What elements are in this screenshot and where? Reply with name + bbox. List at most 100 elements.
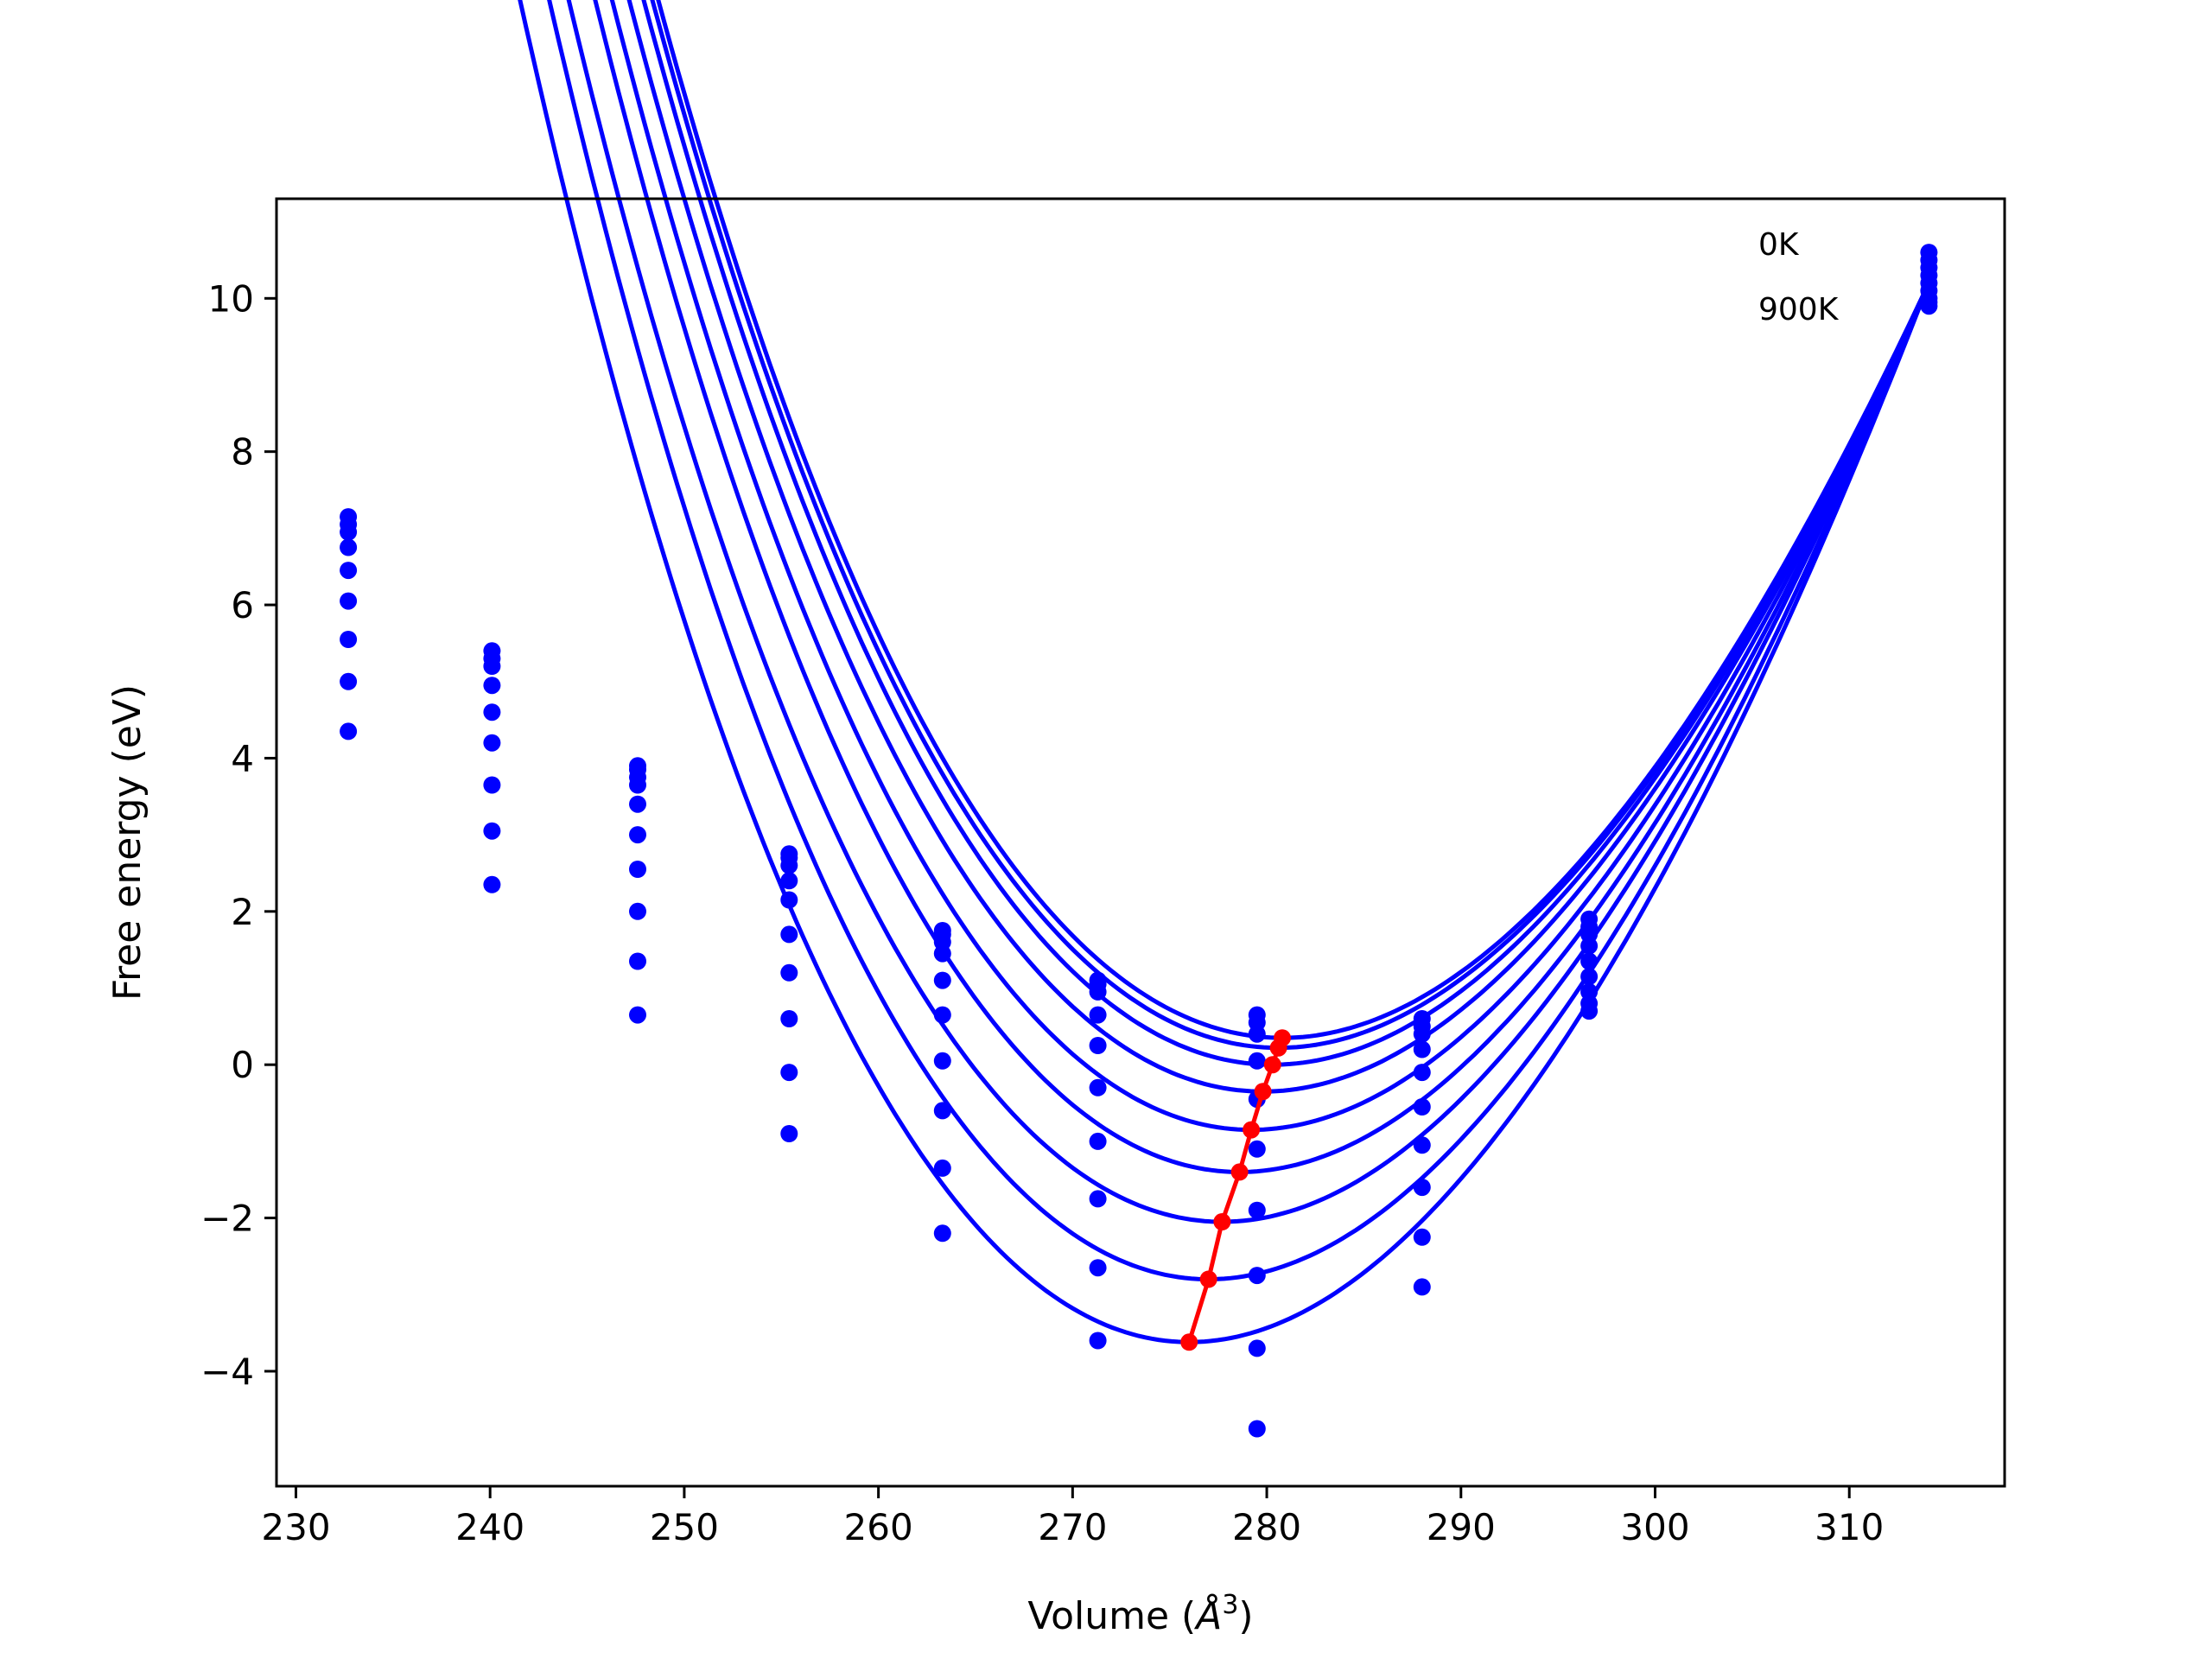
minimum-point-6 (1263, 1056, 1281, 1074)
data-point-s3-v7 (1413, 1040, 1431, 1058)
y-tick-label: 8 (231, 431, 254, 474)
fit-curve-3 (626, 0, 1931, 1094)
data-point-s4-v4 (933, 971, 951, 989)
data-point-s5-v1 (483, 734, 501, 752)
data-point-s7-v0 (340, 672, 358, 690)
legend-entry-0k: 0K (1758, 227, 1800, 263)
data-point-s4-v3 (780, 891, 798, 909)
x-axis-label: Volume (Å3) (1027, 1590, 1253, 1638)
fit-curve-1 (650, 0, 1931, 1051)
data-point-s3-v1 (483, 677, 501, 695)
x-tick-label: 270 (1038, 1506, 1107, 1548)
fit-curves (518, 0, 1931, 1344)
data-point-s2-v7 (1413, 1025, 1431, 1043)
data-point-s2-v0 (340, 523, 358, 541)
y-axis-label: Free energy (eV) (105, 684, 149, 1001)
data-point-s6-v6 (1248, 1201, 1266, 1219)
minimum-point-3 (1230, 1163, 1249, 1181)
data-point-s4-v7 (1413, 1064, 1431, 1082)
minimum-point-0 (1180, 1333, 1198, 1351)
data-point-s9-v6 (1248, 1420, 1266, 1438)
data-point-s8-v2 (629, 952, 646, 970)
data-point-s4-v1 (483, 703, 501, 721)
data-point-s2-v1 (483, 658, 501, 675)
fit-curve-0 (656, 0, 1931, 1040)
data-point-s5-v2 (629, 826, 646, 844)
data-point-s2-v5 (1089, 982, 1107, 1001)
x-tick-label: 280 (1232, 1506, 1301, 1548)
data-point-s6-v0 (340, 631, 358, 648)
data-point-s5-v3 (780, 925, 798, 944)
minimum-point-8 (1274, 1029, 1291, 1047)
data-point-s9-v4 (933, 1224, 951, 1243)
x-tick-label: 250 (650, 1506, 719, 1548)
data-point-s7-v1 (483, 822, 501, 840)
data-point-s4-v5 (1089, 1037, 1107, 1054)
data-point-s7-v5 (1089, 1190, 1107, 1208)
x-tick-label: 290 (1427, 1506, 1496, 1548)
data-point-s8-v0 (340, 722, 358, 741)
y-tick-label: 6 (231, 584, 254, 626)
data-point-s9-v3 (780, 1125, 798, 1142)
data-point-s5-v6 (1248, 1140, 1266, 1158)
data-point-s2-v6 (1248, 1025, 1266, 1043)
data-point-s8-v3 (780, 1064, 798, 1082)
data-point-s5-v0 (340, 592, 358, 610)
data-point-s8-v5 (1089, 1259, 1107, 1277)
data-point-s3-v4 (933, 944, 951, 963)
x-tick-label: 260 (844, 1506, 913, 1548)
data-point-s6-v3 (780, 963, 798, 982)
data-point-s3-v8 (1580, 937, 1599, 955)
plot-frame (275, 197, 2006, 1488)
data-point-s7-v7 (1413, 1179, 1431, 1197)
data-point-s6-v7 (1413, 1136, 1431, 1154)
data-point-s6-v4 (933, 1052, 951, 1070)
minimum-point-5 (1254, 1083, 1272, 1101)
fit-curve-5 (593, 0, 1931, 1174)
data-point-s7-v6 (1248, 1267, 1266, 1285)
data-point-s8-v4 (933, 1159, 951, 1177)
x-tick-label: 310 (1815, 1506, 1884, 1548)
data-point-s7-v2 (629, 902, 646, 920)
y-tick-label: −2 (200, 1198, 254, 1240)
minimum-line (1180, 1029, 1291, 1351)
data-point-s9-v7 (1413, 1278, 1431, 1296)
minimum-point-1 (1199, 1270, 1217, 1288)
x-ticks: 230 240 250 260 270 280 290 300 310 (261, 1486, 1884, 1548)
data-point-s8-v6 (1248, 1339, 1266, 1357)
data-point-s8-v9 (1920, 297, 1938, 315)
data-point-s2-v3 (780, 856, 798, 874)
x-tick-label: 240 (455, 1506, 524, 1548)
y-tick-label: 0 (231, 1044, 254, 1086)
data-point-s6-v1 (483, 776, 501, 794)
data-point-s5-v5 (1089, 1078, 1107, 1096)
data-point-s5-v4 (933, 1006, 951, 1024)
data-point-s6-v2 (629, 861, 646, 878)
data-point-s3-v3 (780, 872, 798, 890)
data-point-s9-v2 (629, 1006, 646, 1024)
y-tick-label: 10 (208, 277, 254, 320)
data-point-s7-v3 (780, 1010, 798, 1027)
fit-curve-6 (566, 0, 1931, 1224)
data-points (340, 244, 1938, 1438)
y-tick-label: 2 (231, 891, 254, 933)
data-point-s3-v5 (1089, 1006, 1107, 1024)
fit-curve-8 (518, 0, 1931, 1344)
y-tick-label: 4 (231, 737, 254, 779)
data-point-s8-v1 (483, 875, 501, 893)
data-point-s8-v8 (1580, 1002, 1599, 1020)
y-tick-label: −4 (200, 1351, 254, 1393)
data-point-s4-v8 (1580, 952, 1599, 970)
minimum-point-2 (1213, 1213, 1231, 1230)
x-tick-label: 300 (1620, 1506, 1689, 1548)
data-point-s5-v8 (1580, 968, 1599, 986)
data-point-s3-v0 (340, 538, 358, 556)
data-point-s4-v2 (629, 795, 646, 813)
legend-entry-900k: 900K (1758, 292, 1840, 327)
data-point-s6-v5 (1089, 1132, 1107, 1150)
data-point-s5-v7 (1413, 1098, 1431, 1116)
data-point-s4-v0 (340, 562, 358, 580)
y-ticks: −4 −2 0 2 4 6 8 10 (200, 277, 276, 1393)
